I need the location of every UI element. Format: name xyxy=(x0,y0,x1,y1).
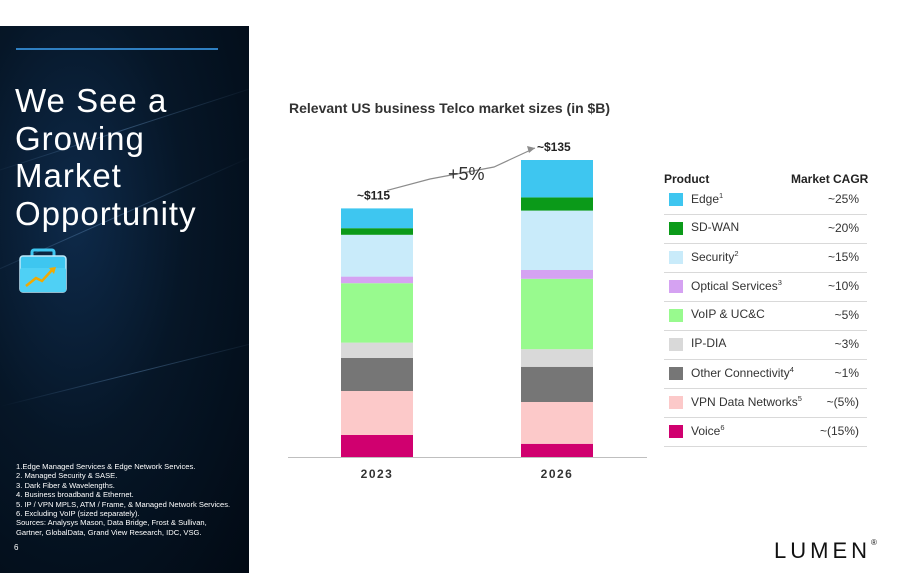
legend-item: Edge1 ~25% xyxy=(664,185,867,215)
legend-cagr-value: ~3% xyxy=(834,337,859,351)
legend-item: SD-WAN ~20% xyxy=(664,214,867,244)
bar-segment-ip-dia-2023 xyxy=(341,342,413,358)
bar-segment-other-connectivity-2023 xyxy=(341,358,413,391)
legend-cagr-value: ~25% xyxy=(827,192,859,206)
legend-product-name: VoIP & UC&C xyxy=(691,307,765,321)
growth-arrow-line xyxy=(386,147,536,191)
bar-segment-vpn-data-networks-2023 xyxy=(341,391,413,435)
footnote-line: 3. Dark Fiber & Wavelengths. xyxy=(16,480,115,490)
bar-segment-edge-2026 xyxy=(521,160,593,198)
legend-product-name: Other Connectivity4 xyxy=(691,365,794,380)
lumen-logo: LUMEN® xyxy=(774,538,877,563)
slide-headline: We See a Growing Market Opportunity xyxy=(15,82,197,232)
bar-segment-security-2023 xyxy=(341,234,413,277)
legend-swatch xyxy=(669,425,683,438)
bar-segment-voice-2026 xyxy=(521,443,593,457)
footnotes: 1.Edge Managed Services & Edge Network S… xyxy=(16,462,230,537)
footnote-line: 1.Edge Managed Services & Edge Network S… xyxy=(16,462,196,471)
legend-swatch xyxy=(669,338,683,351)
legend-product-name: Security2 xyxy=(691,249,739,264)
x-tick-label: 2026 xyxy=(541,467,574,481)
legend-swatch xyxy=(669,309,683,322)
bar-segment-voice-2023 xyxy=(341,435,413,457)
accent-rule xyxy=(16,48,218,50)
legend-item: Security2 ~15% xyxy=(664,243,867,273)
chart-title: Relevant US business Telco market sizes … xyxy=(289,100,611,116)
legend-product-name: Voice6 xyxy=(691,423,725,438)
legend-product-name: Optical Services3 xyxy=(691,278,782,293)
legend-item: IP-DIA ~3% xyxy=(664,330,867,360)
legend-cagr-value: ~10% xyxy=(827,279,859,293)
growth-label: +5% xyxy=(448,164,485,184)
legend-item: Optical Services3 ~10% xyxy=(664,272,867,302)
growth-arrow-head xyxy=(527,146,535,153)
footnote-line: 2. Managed Security & SASE. xyxy=(16,471,118,481)
footnote-line: Sources: Analysys Mason, Data Bridge, Fr… xyxy=(16,518,207,528)
legend-product-name: IP-DIA xyxy=(691,336,727,350)
briefcase-growth-icon xyxy=(19,248,67,293)
legend-cagr-value: ~15% xyxy=(827,250,859,264)
bar-segment-optical-services-2023 xyxy=(341,276,413,284)
bar-segment-voip-uc-c-2023 xyxy=(341,283,413,343)
bar-segment-voip-uc-c-2026 xyxy=(521,278,593,350)
page-number: 6 xyxy=(14,543,19,552)
legend-swatch xyxy=(669,396,683,409)
legend-product-name: VPN Data Networks5 xyxy=(691,394,802,409)
legend-item: VoIP & UC&C ~5% xyxy=(664,301,867,331)
legend-swatch xyxy=(669,280,683,293)
bar-total-label: ~$115 xyxy=(357,188,390,202)
side-panel: We See a Growing Market Opportunity 1.Ed… xyxy=(0,26,249,573)
legend-product-name: Edge1 xyxy=(691,191,724,206)
legend-cagr-value: ~1% xyxy=(834,366,859,380)
bar-segment-sd-wan-2023 xyxy=(341,228,413,235)
legend-item: Voice6 ~(15%) xyxy=(664,417,867,447)
footnote-line: 5. IP / VPN MPLS, ATM / Frame, & Managed… xyxy=(16,499,231,509)
legend-cagr-value: ~5% xyxy=(834,308,859,322)
bar-segment-vpn-data-networks-2026 xyxy=(521,402,593,444)
bar-segment-other-connectivity-2026 xyxy=(521,366,593,402)
legend-header-product: Product xyxy=(664,172,710,186)
bar-segment-optical-services-2026 xyxy=(521,270,593,279)
bar-segment-ip-dia-2026 xyxy=(521,349,593,367)
x-tick-label: 2023 xyxy=(361,467,394,481)
bar-segment-sd-wan-2026 xyxy=(521,197,593,211)
footnote-line: Gartner, GlobalData, Grand View Research… xyxy=(16,527,202,537)
legend-swatch xyxy=(669,193,683,206)
legend-item: Other Connectivity4 ~1% xyxy=(664,359,867,389)
legend-swatch xyxy=(669,367,683,380)
bar-segment-security-2026 xyxy=(521,210,593,270)
footnote-line: 6. Excluding VoIP (sized separately). xyxy=(16,509,140,519)
legend-swatch xyxy=(669,251,683,264)
legend-cagr-value: ~(15%) xyxy=(819,424,859,438)
legend-header-cagr: Market CAGR xyxy=(791,172,869,186)
legend-product-name: SD-WAN xyxy=(691,220,740,234)
bar-segment-edge-2023 xyxy=(341,208,413,229)
legend-cagr-value: ~(5%) xyxy=(826,395,859,409)
bar-total-label: ~$135 xyxy=(537,140,571,154)
legend-item: VPN Data Networks5 ~(5%) xyxy=(664,388,867,418)
legend-cagr-value: ~20% xyxy=(827,221,859,235)
legend-swatch xyxy=(669,222,683,235)
footnote-line: 4. Business broadband & Ethernet. xyxy=(16,490,134,500)
